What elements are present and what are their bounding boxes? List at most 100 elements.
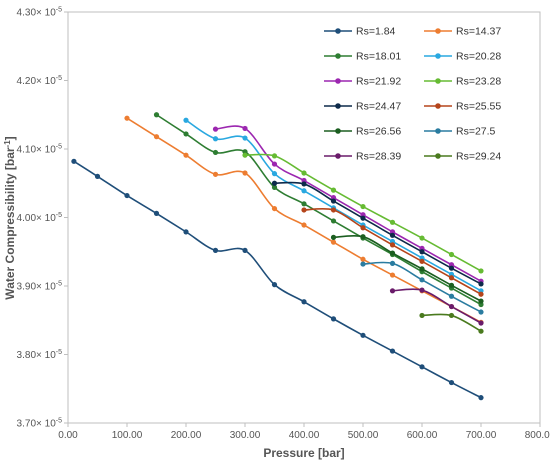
data-point (419, 249, 425, 255)
legend-item: Rs=14.37 (424, 26, 501, 38)
data-point (448, 265, 455, 271)
legend-label: Rs=23.28 (456, 76, 501, 88)
y-axis-title-main: Water Compressibility [bar (3, 147, 17, 300)
data-point (360, 261, 366, 267)
data-point (271, 205, 278, 212)
legend-label: Rs=1.84 (356, 26, 396, 38)
legend-item: Rs=1.84 (324, 26, 396, 38)
legend-label: Rs=25.55 (456, 101, 501, 113)
data-point (153, 210, 160, 216)
data-point (183, 229, 189, 235)
legend-item: Rs=18.01 (324, 51, 401, 63)
legend-label: Rs=18.01 (356, 51, 401, 63)
data-point (330, 218, 337, 224)
data-point (212, 126, 219, 132)
legend-item: Rs=26.56 (324, 126, 401, 138)
data-point (419, 266, 425, 272)
x-tick-label: 800.00 (525, 430, 550, 441)
data-point (478, 298, 484, 304)
series-11 (389, 287, 484, 326)
y-tick-value: 4.00× 10 (17, 213, 57, 224)
legend-item: Rs=27.5 (424, 126, 496, 138)
data-point (242, 152, 248, 158)
data-point (389, 232, 396, 238)
legend-box (318, 18, 528, 170)
legend-label: Rs=27.5 (456, 126, 496, 138)
x-tick-label: 200.00 (171, 430, 202, 441)
x-axis-ticks: 0.00 100.00 200.00 300.00 400.00 500.00 600.00… (58, 423, 550, 441)
data-point (360, 234, 366, 240)
data-point (271, 282, 278, 288)
data-point (419, 258, 425, 264)
data-point (301, 170, 307, 176)
data-point (478, 268, 484, 274)
data-point (271, 184, 278, 190)
data-point (212, 136, 219, 142)
x-tick-label: 0.00 (58, 430, 78, 441)
data-point (301, 207, 307, 213)
data-point (419, 287, 425, 293)
data-point (271, 153, 278, 159)
x-tick-label: 400.00 (289, 430, 320, 441)
data-point (360, 256, 366, 262)
legend-marker (435, 53, 441, 59)
y-tick-exponent: -5 (56, 212, 62, 219)
legend-marker (335, 78, 341, 84)
data-point (301, 181, 307, 187)
legend-item: Rs=23.28 (424, 76, 501, 88)
y-tick-exponent: -5 (56, 418, 62, 425)
y-tick-value: 4.10× 10 (17, 145, 57, 156)
legend: Rs=1.84 Rs=14.37 Rs=18.01 Rs=20.28 Rs=21.92 R… (318, 18, 528, 170)
data-point (478, 291, 484, 297)
data-point (389, 348, 396, 354)
data-point (212, 247, 219, 253)
y-tick-value: 4.20× 10 (17, 76, 57, 87)
data-point (183, 131, 189, 137)
data-point (330, 207, 337, 213)
legend-marker (335, 153, 341, 159)
y-tick-exponent: -5 (56, 75, 62, 82)
y-tick-value: 3.70× 10 (17, 419, 57, 430)
legend-marker (435, 78, 441, 84)
y-tick-label: 4.30× 10-5 (17, 7, 63, 19)
data-point (478, 309, 484, 315)
legend-marker (335, 128, 341, 134)
x-tick-label: 100.00 (112, 430, 143, 441)
data-point (271, 180, 278, 186)
data-point (360, 203, 366, 210)
legend-marker (335, 103, 341, 109)
y-tick-label: 3.70× 10-5 (17, 418, 63, 430)
series-line (392, 288, 482, 324)
legend-label: Rs=28.39 (356, 151, 401, 163)
y-tick-value: 3.90× 10 (17, 282, 57, 293)
data-point (419, 364, 425, 370)
y-tick-value: 3.80× 10 (17, 350, 57, 361)
data-point (183, 117, 189, 123)
x-tick-label: 300.00 (230, 430, 261, 441)
series-layer (71, 112, 484, 401)
data-point (478, 320, 484, 326)
y-tick-exponent: -5 (56, 7, 62, 14)
data-point (419, 235, 425, 241)
data-point (212, 171, 219, 177)
legend-item: Rs=20.28 (424, 51, 501, 63)
legend-item: Rs=21.92 (324, 76, 401, 88)
data-point (419, 312, 425, 319)
data-point (301, 188, 307, 194)
x-tick-label: 600.00 (407, 430, 438, 441)
data-point (330, 316, 337, 322)
series-line (215, 125, 482, 282)
legend-item: Rs=25.55 (424, 101, 501, 113)
y-tick-label: 4.20× 10-5 (17, 75, 63, 87)
legend-item: Rs=24.47 (324, 101, 401, 113)
data-point (271, 161, 278, 167)
data-point (360, 225, 366, 231)
data-point (330, 187, 337, 193)
y-axis-title-close: ] (3, 136, 17, 140)
y-tick-exponent: -5 (56, 144, 62, 151)
y-axis-title: Water Compressibility [bar-1] (3, 136, 17, 299)
x-axis-title: Pressure [bar] (263, 446, 344, 460)
data-point (330, 234, 337, 240)
legend-label: Rs=14.37 (456, 26, 501, 38)
